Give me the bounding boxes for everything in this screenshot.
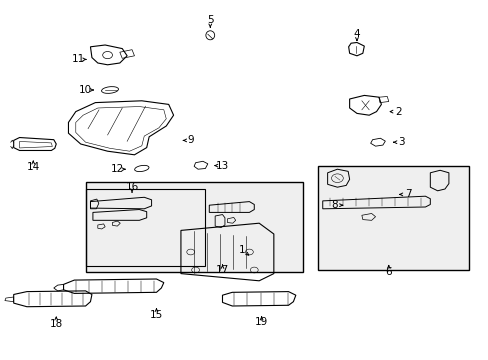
Text: 10: 10 <box>79 85 92 95</box>
Bar <box>85 189 205 266</box>
Text: 19: 19 <box>254 317 268 327</box>
Text: 6: 6 <box>385 267 391 277</box>
Text: 18: 18 <box>49 319 63 329</box>
Text: 8: 8 <box>331 200 338 210</box>
Text: 11: 11 <box>71 54 85 64</box>
Bar <box>85 182 303 272</box>
Text: 13: 13 <box>215 161 229 171</box>
Text: 1: 1 <box>238 245 245 255</box>
Text: 14: 14 <box>26 162 40 172</box>
Text: 3: 3 <box>397 137 404 147</box>
Text: 9: 9 <box>187 135 194 145</box>
Bar <box>317 166 468 270</box>
Text: 7: 7 <box>404 189 411 199</box>
Text: 5: 5 <box>206 15 213 25</box>
Text: 17: 17 <box>215 265 229 275</box>
Text: 12: 12 <box>110 164 124 174</box>
Text: 15: 15 <box>149 310 163 320</box>
Text: 4: 4 <box>353 29 360 39</box>
Text: 2: 2 <box>394 107 401 117</box>
Text: 16: 16 <box>125 182 139 192</box>
